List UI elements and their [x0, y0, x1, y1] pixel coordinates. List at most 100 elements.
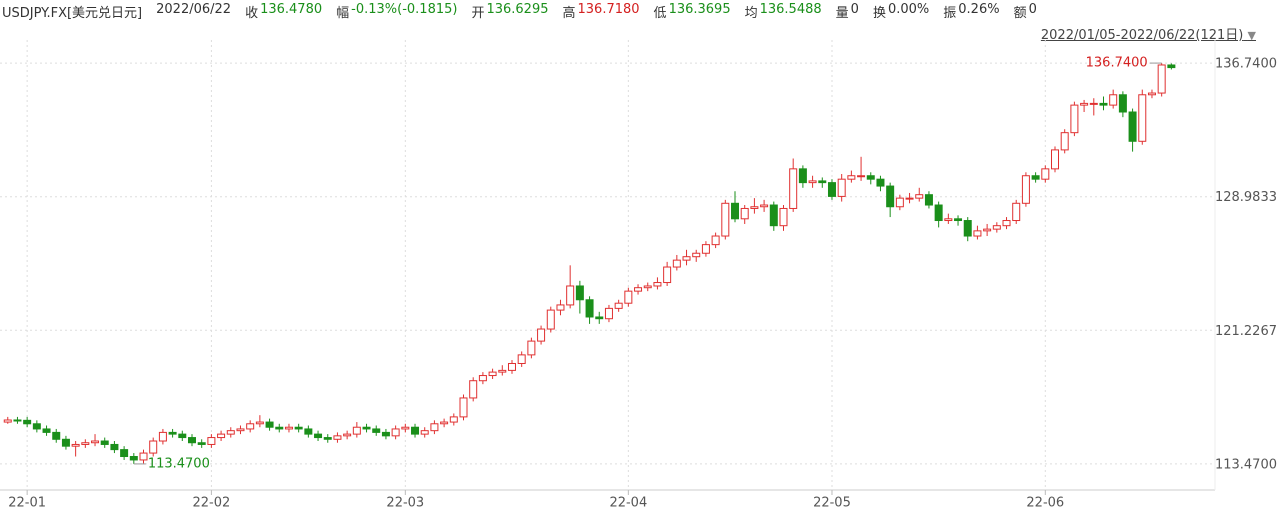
field-label: 高 [562, 6, 576, 21]
candle-body [284, 426, 293, 430]
y-tick-label: 121.2267 [1215, 324, 1277, 339]
field-value: 136.7180 [577, 2, 640, 17]
candle-body [711, 235, 720, 246]
quote-field: 振 0.26% [943, 2, 999, 22]
candle-body [517, 354, 526, 364]
candle-body [13, 419, 22, 422]
candle-body [362, 426, 371, 430]
candle-body [1157, 64, 1166, 94]
candle-body [32, 423, 41, 430]
x-tick-label: 22-05 [813, 496, 851, 511]
candle-body [1031, 175, 1040, 180]
candle-body [653, 282, 662, 287]
candle-body [1099, 102, 1108, 106]
candle-body [178, 433, 187, 439]
candle-body [915, 194, 924, 199]
candle-body [808, 180, 817, 184]
candle-body [1041, 168, 1050, 180]
quote-field: 幅 -0.13%(-0.1815) [336, 2, 457, 22]
candle-body [595, 316, 604, 320]
date: 2022/06/22 [156, 2, 232, 17]
candle-body [1070, 104, 1079, 134]
candle-body [750, 206, 759, 209]
candle-body [391, 428, 400, 437]
candle-body [866, 175, 875, 180]
y-tick-label: 113.4700 [1215, 457, 1277, 472]
candle-body [449, 416, 458, 423]
candle-body [1167, 64, 1176, 69]
x-tick-label: 22-02 [192, 496, 230, 511]
candle-body [343, 433, 352, 437]
candle-body [498, 369, 507, 373]
candle-body [983, 228, 992, 232]
field-label: 量 [835, 6, 849, 21]
candle-body [420, 430, 429, 435]
candle-body [731, 202, 740, 220]
field-label: 振 [943, 6, 957, 21]
candle-body [246, 423, 255, 430]
field-label: 低 [653, 6, 667, 21]
candle-body [546, 309, 555, 330]
candle-body [381, 431, 390, 437]
candle-body [352, 426, 361, 435]
field-value: 136.4780 [260, 2, 323, 17]
annotation: 136.7400 [1086, 56, 1148, 71]
candle-body [275, 426, 284, 430]
candle-body [129, 456, 138, 461]
candle-body [168, 431, 177, 435]
field-label: 换 [872, 6, 886, 21]
symbol: USDJPY.FX[美元兑日元] [2, 6, 143, 21]
candle-body [158, 431, 167, 442]
candle-body [672, 259, 681, 268]
field-value: 0.26% [958, 2, 1000, 17]
candle-body [663, 266, 672, 284]
date-range[interactable]: 2022/01/05-2022/06/22(121日) ▼ [1041, 24, 1256, 43]
candle-body [110, 443, 119, 451]
candle-body [226, 430, 235, 435]
candle-body [1051, 149, 1060, 170]
candle-body [236, 428, 245, 432]
candle-body [575, 285, 584, 301]
quote-field: 开 136.6295 [471, 2, 548, 22]
candle-body [818, 180, 827, 184]
candle-body [1012, 202, 1021, 222]
candle-body [372, 428, 381, 433]
field-label: 均 [744, 6, 758, 21]
candle-body [91, 440, 100, 444]
field-label: 额 [1013, 6, 1027, 21]
quote-header: USDJPY.FX[美元兑日元] 2022/06/22 收 136.4780 幅 -0… [2, 2, 1037, 22]
range-text[interactable]: 2022/01/05-2022/06/22(121日) [1040, 28, 1244, 43]
candle-body [304, 428, 313, 435]
annotation: 113.4700 [148, 456, 210, 471]
candle-body [876, 178, 885, 187]
candle-body [469, 380, 478, 399]
quote-field: 换 0.00% [873, 2, 929, 22]
candle-body [566, 285, 575, 306]
x-tick-label: 22-06 [1026, 496, 1064, 511]
candle-body [314, 433, 323, 439]
candle-body [1138, 94, 1147, 142]
candle-body [23, 419, 32, 425]
candle-body [934, 204, 943, 222]
candle-body [1128, 111, 1137, 142]
candle-body [769, 204, 778, 227]
candle-body [857, 175, 866, 178]
candle-body [779, 207, 788, 227]
candle-body [149, 440, 158, 454]
candle-body [682, 256, 691, 261]
candle-body [1089, 102, 1098, 105]
candle-body [1080, 102, 1089, 106]
quote-field: 低 136.3695 [654, 2, 731, 22]
quote-field: 高 136.7180 [563, 2, 640, 22]
field-value: -0.13%(-0.1815) [351, 2, 458, 17]
dropdown-arrow[interactable]: ▼ [1247, 29, 1256, 42]
field-label: 开 [471, 6, 485, 21]
candle-body [721, 202, 730, 237]
field-value: 136.3695 [668, 2, 731, 17]
candle-body [430, 423, 439, 432]
candle-body [798, 168, 807, 184]
candle-body [1002, 220, 1011, 227]
candle-body [333, 435, 342, 440]
